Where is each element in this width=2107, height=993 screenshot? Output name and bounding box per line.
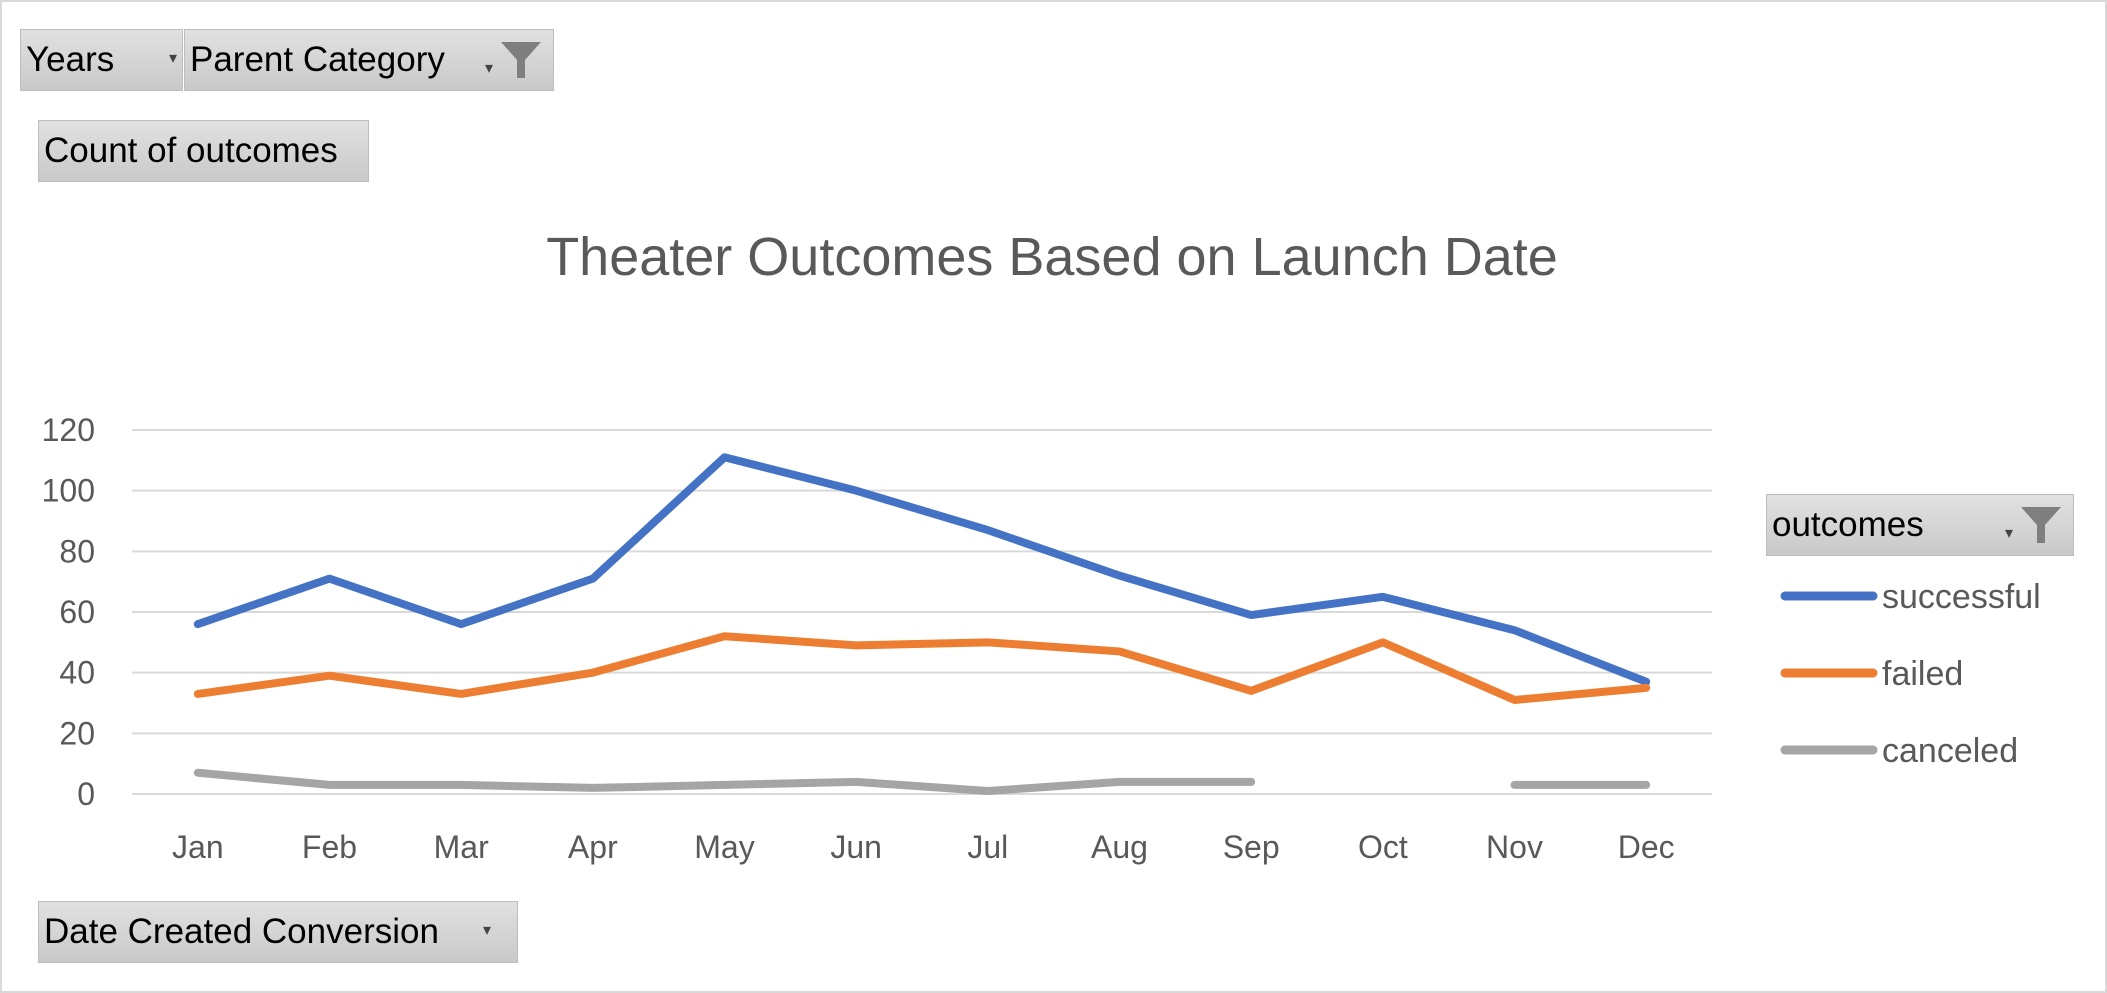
series-line-canceled bbox=[193, 768, 1256, 795]
y-tick-label: 60 bbox=[59, 594, 95, 630]
x-tick-label: Jan bbox=[172, 829, 224, 865]
chart-title: Theater Outcomes Based on Launch Date bbox=[546, 227, 1558, 287]
legend: successful failed canceled bbox=[1780, 578, 2041, 770]
y-tick-label: 100 bbox=[42, 473, 95, 509]
chevron-down-icon: ▾ bbox=[485, 60, 494, 77]
legend-label-canceled: canceled bbox=[1882, 732, 2018, 770]
x-tick-label: Jun bbox=[830, 829, 882, 865]
x-axis-tick-labels: Jan Feb Mar Apr May Jun Jul Aug Sep Oct Nov Dec bbox=[172, 829, 1675, 865]
y-tick-label: 0 bbox=[77, 776, 95, 812]
y-tick-label: 40 bbox=[59, 655, 95, 691]
x-tick-label: Apr bbox=[568, 829, 618, 865]
x-tick-label: Sep bbox=[1223, 829, 1280, 865]
x-tick-label: Oct bbox=[1358, 829, 1408, 865]
x-tick-label: Dec bbox=[1618, 829, 1675, 865]
years-filter-button[interactable]: Years ▾ bbox=[20, 29, 183, 91]
x-tick-label: Aug bbox=[1091, 829, 1148, 865]
years-filter-label: Years bbox=[26, 40, 115, 79]
y-tick-label: 80 bbox=[59, 533, 95, 569]
filter-funnel-icon bbox=[2021, 507, 2061, 543]
values-field-label: Count of outcomes bbox=[44, 131, 338, 170]
parent-category-filter-label: Parent Category bbox=[190, 40, 445, 79]
values-field-button[interactable]: Count of outcomes bbox=[38, 120, 369, 182]
series-lines bbox=[193, 453, 1651, 795]
y-axis-tick-labels: 0 20 40 60 80 100 120 bbox=[42, 412, 95, 812]
chevron-down-icon: ▾ bbox=[169, 50, 178, 67]
chevron-down-icon: ▾ bbox=[483, 922, 492, 939]
chevron-down-icon: ▾ bbox=[2005, 525, 2014, 542]
series-line-failed bbox=[193, 632, 1651, 704]
parent-category-filter-button[interactable]: Parent Category ▾ bbox=[184, 29, 554, 91]
y-tick-label: 20 bbox=[59, 715, 95, 751]
legend-label-successful: successful bbox=[1882, 578, 2041, 616]
filter-funnel-icon bbox=[501, 42, 541, 78]
gridlines bbox=[132, 429, 1712, 795]
axis-field-label: Date Created Conversion bbox=[44, 912, 439, 951]
x-tick-label: May bbox=[694, 829, 754, 865]
x-tick-label: Jul bbox=[967, 829, 1008, 865]
legend-field-button[interactable]: outcomes ▾ bbox=[1766, 494, 2074, 556]
y-tick-label: 120 bbox=[42, 412, 95, 448]
series-line-successful bbox=[193, 453, 1651, 686]
axis-field-button[interactable]: Date Created Conversion ▾ bbox=[38, 901, 518, 963]
x-tick-label: Feb bbox=[302, 829, 357, 865]
legend-field-label: outcomes bbox=[1772, 505, 1924, 544]
legend-label-failed: failed bbox=[1882, 655, 1963, 693]
x-tick-label: Nov bbox=[1486, 829, 1543, 865]
x-tick-label: Mar bbox=[434, 829, 489, 865]
